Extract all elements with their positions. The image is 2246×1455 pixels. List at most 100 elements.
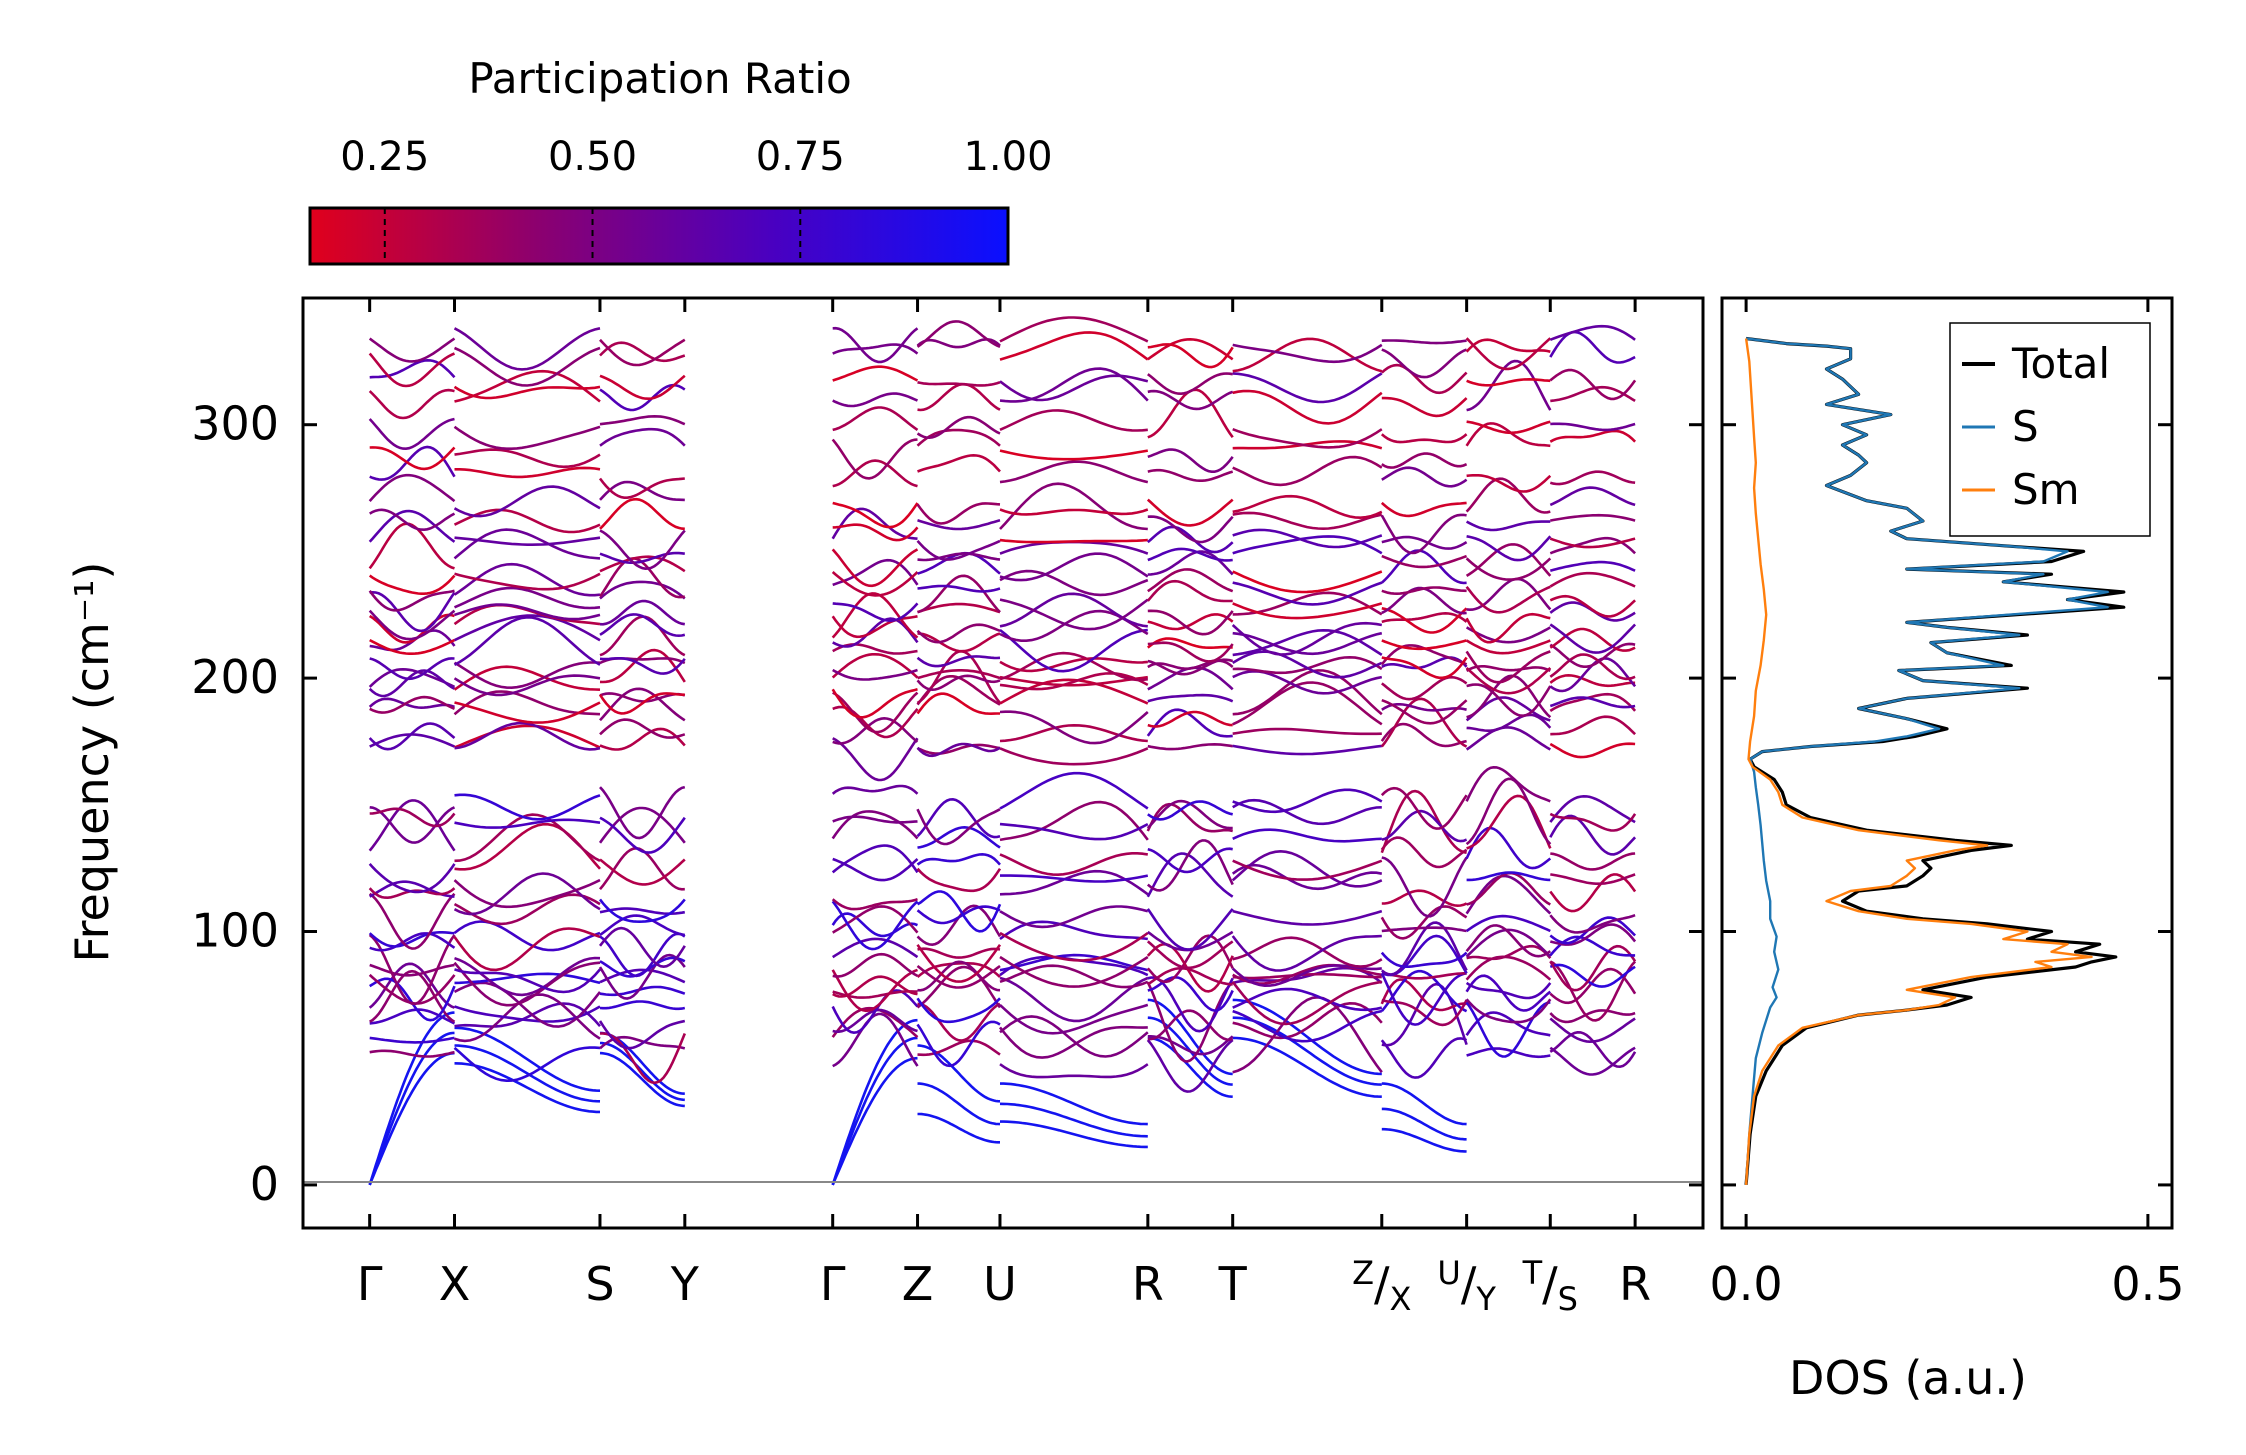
optical-branch bbox=[1147, 693, 1234, 703]
optical-branch bbox=[999, 675, 1148, 687]
optical-branch bbox=[1380, 969, 1468, 1013]
phonon-bands bbox=[368, 316, 1637, 1186]
optical-branch bbox=[1549, 324, 1636, 342]
optical-branch bbox=[916, 852, 1001, 866]
optical-branch bbox=[831, 897, 918, 911]
optical-branch bbox=[832, 737, 919, 782]
optical-branch bbox=[999, 955, 1149, 988]
acoustic-branch bbox=[368, 1011, 455, 1186]
optical-branch bbox=[998, 1025, 1148, 1059]
optical-branch bbox=[1549, 368, 1637, 401]
optical-branch bbox=[1465, 626, 1551, 644]
optical-branch bbox=[1466, 674, 1552, 719]
optical-branch bbox=[1465, 928, 1552, 958]
optical-branch bbox=[831, 438, 918, 480]
optical-branch bbox=[599, 985, 686, 997]
acoustic-branch bbox=[1381, 1127, 1467, 1153]
optical-branch bbox=[1232, 631, 1383, 656]
kpath-ticks: Γ X S Y Γ Z U R T Z/XU/YT/S R bbox=[357, 298, 1651, 1318]
optical-branch bbox=[454, 603, 601, 621]
dos-x-axis-label: DOS (a.u.) bbox=[1789, 1351, 2027, 1405]
optical-branch bbox=[1465, 665, 1551, 672]
optical-branch bbox=[917, 825, 1001, 849]
kpoint-label: Z bbox=[902, 1257, 934, 1311]
optical-branch bbox=[999, 540, 1149, 555]
kpoint-label: T bbox=[1218, 1257, 1248, 1311]
optical-branch bbox=[999, 409, 1148, 432]
optical-branch bbox=[917, 960, 1001, 992]
optical-branch bbox=[999, 374, 1149, 402]
optical-branch bbox=[454, 536, 601, 546]
colorbar-gradient bbox=[308, 206, 1010, 266]
dos-x-tick-label: 0.0 bbox=[1710, 1257, 1783, 1311]
optical-branch bbox=[1147, 1009, 1234, 1042]
optical-branch bbox=[1549, 944, 1637, 992]
optical-branch bbox=[1380, 501, 1467, 518]
optical-branch bbox=[1232, 581, 1383, 606]
optical-branch bbox=[917, 1002, 1001, 1042]
optical-branch bbox=[917, 947, 1001, 959]
optical-branch bbox=[1147, 547, 1233, 562]
optical-branch bbox=[1381, 675, 1468, 701]
optical-branch bbox=[917, 552, 1001, 562]
kpoint-label: U bbox=[983, 1257, 1017, 1311]
optical-branch bbox=[1381, 452, 1468, 469]
optical-branch bbox=[599, 1000, 686, 1011]
optical-branch bbox=[916, 415, 1001, 440]
optical-branch bbox=[1147, 343, 1234, 369]
optical-branch bbox=[1232, 650, 1383, 679]
optical-branch bbox=[369, 638, 456, 655]
optical-branch bbox=[1550, 715, 1637, 736]
optical-branch bbox=[599, 718, 686, 739]
optical-branch bbox=[1465, 666, 1552, 695]
optical-branch bbox=[599, 914, 686, 937]
optical-branch bbox=[1549, 653, 1636, 681]
dos-panel: 0.0 0.5 DOS (a.u.) Total S Sm bbox=[1710, 296, 2184, 1405]
optical-branch bbox=[832, 857, 919, 882]
optical-branch bbox=[1466, 794, 1552, 850]
optical-branch bbox=[831, 507, 918, 540]
optical-branch bbox=[453, 1046, 601, 1083]
optical-branch bbox=[831, 615, 918, 639]
optical-branch bbox=[1381, 703, 1467, 712]
dos-curve-sm bbox=[1744, 338, 2093, 1185]
optical-branch bbox=[454, 818, 601, 829]
optical-branch bbox=[599, 427, 686, 447]
acoustic-branch bbox=[368, 1051, 455, 1186]
optical-branch bbox=[1231, 934, 1382, 972]
optical-branch bbox=[1232, 828, 1382, 843]
optical-branch bbox=[1465, 520, 1551, 532]
optical-branch bbox=[916, 692, 1000, 716]
optical-branch bbox=[1146, 940, 1234, 970]
optical-branch bbox=[1549, 673, 1636, 688]
optical-branch bbox=[599, 551, 685, 564]
optical-branch bbox=[916, 502, 1001, 525]
optical-branch bbox=[454, 701, 601, 724]
acoustic-branch bbox=[917, 1112, 1000, 1144]
optical-branch bbox=[916, 867, 1002, 893]
optical-branch bbox=[369, 358, 456, 379]
optical-branch bbox=[916, 743, 1001, 755]
optical-branch bbox=[1465, 1011, 1551, 1037]
legend-label-sm: Sm bbox=[2012, 465, 2080, 514]
optical-branch bbox=[916, 320, 1001, 349]
optical-branch bbox=[831, 653, 919, 679]
optical-branch bbox=[1146, 498, 1234, 527]
optical-branch bbox=[1232, 744, 1382, 756]
optical-branch bbox=[599, 692, 686, 703]
optical-branch bbox=[916, 905, 1001, 925]
optical-branch bbox=[1380, 549, 1467, 585]
optical-branch bbox=[368, 337, 456, 363]
optical-branch bbox=[454, 972, 601, 985]
optical-branch bbox=[1147, 568, 1234, 593]
optical-branch bbox=[999, 538, 1148, 544]
optical-branch bbox=[1232, 427, 1383, 449]
optical-branch bbox=[1381, 982, 1468, 1047]
kpoint-label: Z/X bbox=[1352, 1254, 1411, 1318]
optical-branch bbox=[1381, 921, 1468, 976]
optical-branch bbox=[453, 615, 601, 666]
kpoint-label: X bbox=[439, 1257, 471, 1311]
optical-branch bbox=[1465, 765, 1551, 803]
acoustic-branch bbox=[454, 1062, 600, 1114]
